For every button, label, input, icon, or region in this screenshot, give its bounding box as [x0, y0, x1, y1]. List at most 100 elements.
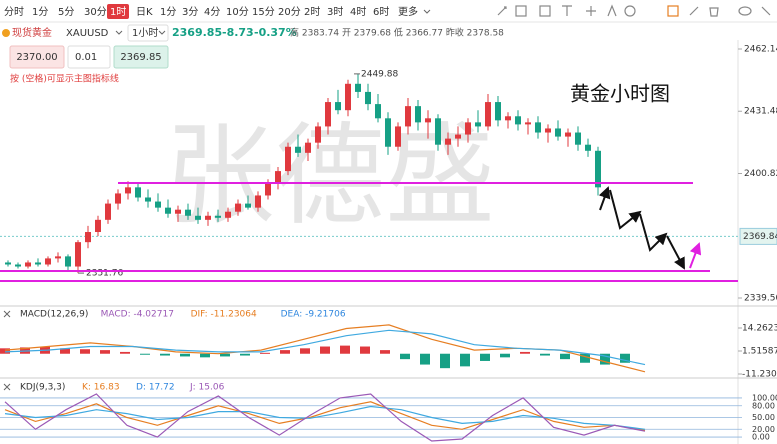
candle-body: [25, 262, 31, 267]
candle-body: [275, 171, 281, 184]
candle-body: [595, 150, 601, 188]
more-arrow: [423, 9, 431, 14]
period-tab[interactable]: 1分: [160, 6, 176, 18]
candle-body: [305, 142, 311, 153]
macd-bar: [220, 353, 230, 357]
macd-bar: [480, 353, 490, 361]
candle-body: [215, 215, 221, 218]
plot: 2462.14 2431.48 2400.82 2339.50 2369.84 2449.…: [0, 44, 777, 442]
lots[interactable]: 0.01: [75, 52, 97, 63]
candle-body: [65, 256, 71, 267]
period-tab[interactable]: 20分: [278, 6, 301, 18]
period-tab[interactable]: 15分: [252, 6, 275, 18]
macd-bar: [240, 353, 250, 356]
candle-body: [315, 126, 321, 143]
period-tab[interactable]: 5分: [58, 6, 74, 18]
drawn-arrow: [689, 242, 702, 269]
macd-bar: [100, 350, 110, 354]
candle-body: [575, 132, 581, 145]
buy-price[interactable]: 2369.85: [120, 52, 161, 63]
period-tab[interactable]: 日K: [136, 7, 153, 18]
panel-label: KDJ(9,3,3): [20, 383, 65, 393]
candle-body: [525, 122, 531, 125]
candle-body: [415, 106, 421, 123]
candle-body: [155, 201, 161, 208]
period-tab[interactable]: 2时: [304, 6, 320, 18]
period-tab[interactable]: 30分: [84, 6, 107, 18]
cross-icon: [586, 6, 596, 16]
macd-bar: [380, 350, 390, 354]
macd-bar: [260, 352, 270, 354]
sell-button[interactable]: [9, 45, 65, 69]
period-tab[interactable]: 分时: [4, 6, 24, 18]
candle-body: [165, 207, 171, 214]
period-tab[interactable]: 1分: [32, 6, 48, 18]
panel-label: MACD(12,26,9): [20, 310, 88, 320]
period-tab[interactable]: 1时: [110, 6, 126, 18]
candle-body: [45, 258, 51, 265]
candle-body: [515, 116, 521, 125]
candle-body: [175, 209, 181, 214]
period-tab[interactable]: 更多: [398, 5, 418, 18]
macd-bar: [500, 353, 510, 358]
period-tab[interactable]: 3分: [182, 6, 198, 18]
macd-bar: [280, 350, 290, 354]
candle-body: [75, 242, 81, 267]
period-tab[interactable]: 4时: [350, 6, 366, 18]
panel-readout: D: 17.72: [136, 383, 175, 393]
d-line: [4, 405, 646, 430]
edit-icon: [667, 5, 679, 17]
price-change-pct: -0.37%: [254, 26, 297, 39]
candle-body: [235, 203, 241, 212]
period-tab[interactable]: 4分: [204, 6, 220, 18]
gold-icon: [2, 29, 10, 37]
period-tab[interactable]: 6时: [373, 6, 389, 18]
candle-body: [405, 106, 411, 127]
panel-readout: DIF: -11.23064: [191, 310, 257, 320]
more-icon: [761, 6, 771, 16]
candle-body: [585, 144, 591, 151]
sell-price[interactable]: 2370.00: [16, 52, 57, 63]
candle-body: [5, 262, 11, 265]
macd-bar: [560, 353, 570, 360]
candle-body: [125, 187, 131, 194]
candle-body: [265, 183, 271, 196]
candle-body: [195, 215, 201, 220]
y-tick-label: 2400.82: [744, 169, 777, 179]
macd-bar: [0, 348, 10, 354]
y-tick-label: 0.00: [752, 433, 770, 442]
y-tick-label: -11.23064: [742, 369, 777, 379]
instrument-symbol: XAUUSD: [66, 28, 109, 39]
candle-body: [35, 262, 41, 265]
drawn-arrow: [598, 186, 611, 211]
y-tick-label: 2339.50: [744, 293, 777, 303]
macd-bar: [200, 353, 210, 358]
grid-icon: [515, 5, 527, 17]
candle-body: [335, 102, 341, 111]
last-price: 2369.85: [172, 26, 222, 39]
period[interactable]: 1小时: [132, 27, 158, 39]
panel-readout: MACD: -4.02717: [101, 310, 174, 320]
period-box[interactable]: [127, 24, 169, 42]
period-tab[interactable]: 10分: [226, 6, 249, 18]
candle-body: [485, 102, 491, 127]
candle-body: [465, 122, 471, 135]
layout-icon: [539, 5, 551, 17]
buy-button[interactable]: [113, 45, 169, 69]
lots-input[interactable]: [67, 45, 111, 69]
panel-readout: K: 16.83: [82, 383, 120, 393]
price-change: -8.73: [222, 26, 254, 39]
eye-icon: [738, 6, 752, 16]
macd-bar: [540, 353, 550, 356]
macd-bar: [400, 353, 410, 360]
period-tab[interactable]: 3时: [327, 6, 343, 18]
candle-body: [105, 203, 111, 220]
y-tick-label: 14.26237: [742, 324, 777, 334]
candle-body: [535, 122, 541, 133]
trash-icon: [709, 7, 719, 17]
candle-body: [495, 102, 501, 121]
candle-body: [505, 116, 511, 121]
macd-bar: [420, 353, 430, 365]
candle-body: [185, 209, 191, 216]
